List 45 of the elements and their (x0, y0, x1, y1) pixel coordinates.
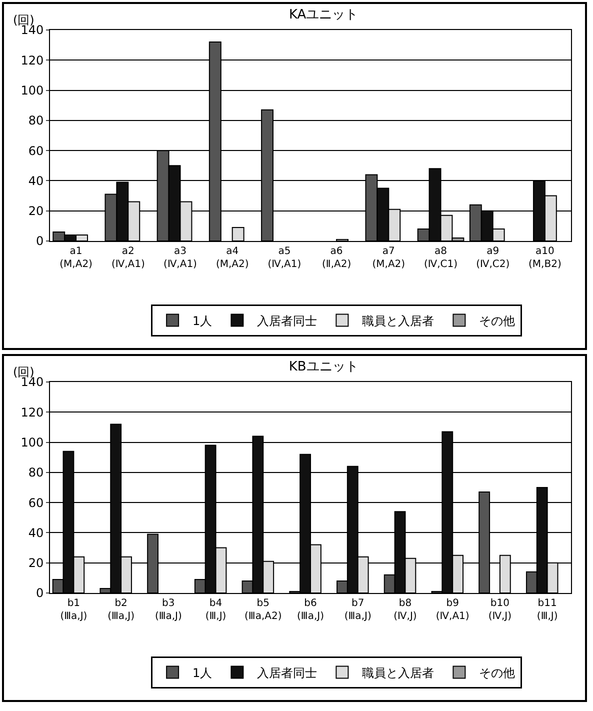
y-tick-label: 120 (20, 405, 44, 420)
x-tick-label: b3 (Ⅲa,J) (154, 598, 182, 622)
x-tick-label: b1 (Ⅲa,J) (60, 598, 88, 622)
y-tick-label: 40 (28, 526, 44, 540)
legend-label: 入居者同士 (257, 666, 318, 680)
y-tick-label: 60 (28, 144, 44, 158)
x-tick-label: a3 (Ⅳ,A1) (164, 246, 198, 270)
chart-title: KAユニット (288, 7, 358, 22)
x-tick-label: a1 (M,A2) (60, 246, 93, 270)
y-tick-label: 60 (28, 496, 44, 510)
x-tick-label: a4 (M,A2) (216, 246, 249, 270)
x-tick-label: b5 (Ⅲa,A2) (244, 598, 282, 622)
x-tick-label: a10 (M,B2) (528, 246, 562, 270)
x-tick-label: b9 (Ⅳ,A1) (436, 598, 470, 622)
x-tick-label: b2 (Ⅲa,J) (108, 598, 135, 622)
legend-label: 1人 (192, 314, 212, 328)
legend-label: 職員と入居者 (362, 314, 434, 328)
legend-label: 入居者同士 (257, 314, 318, 328)
x-tick-label: a5 (Ⅳ,A1) (268, 246, 302, 270)
y-tick-label: 0 (36, 586, 44, 600)
y-tick-label: 100 (20, 83, 44, 98)
y-tick-label: 20 (28, 204, 44, 218)
legend-label: 職員と入居者 (362, 666, 434, 680)
y-tick-label: 0 (36, 234, 44, 248)
x-tick-label: b10 (Ⅳ,J) (488, 598, 512, 622)
legend-label: 1人 (192, 666, 212, 680)
chart-title: KBユニット (288, 359, 358, 374)
y-tick-label: 120 (20, 53, 44, 68)
x-tick-label: a7 (M,A2) (372, 246, 406, 270)
y-tick-label: 20 (28, 556, 44, 570)
y-tick-label: 80 (28, 466, 44, 480)
legend-label: その他 (479, 666, 516, 680)
x-tick-label: b8 (Ⅳ,J) (394, 598, 417, 622)
y-tick-label: 40 (28, 174, 44, 188)
legend-label: その他 (479, 314, 516, 328)
x-tick-label: b7 (Ⅲa,J) (344, 598, 372, 622)
y-tick-label: 80 (28, 114, 44, 128)
x-tick-label: a8 (Ⅳ,C1) (424, 246, 458, 270)
x-tick-label: a6 (Ⅱ,A2) (322, 246, 352, 270)
x-tick-label: a2 (Ⅳ,A1) (111, 246, 145, 270)
x-tick-label: b4 (Ⅲ,J) (205, 598, 226, 622)
x-tick-label: b11 (Ⅲ,J) (536, 598, 558, 622)
x-tick-label: a9 (Ⅳ,C2) (476, 246, 510, 270)
y-tick-label: 100 (20, 435, 44, 450)
x-tick-label: b6 (Ⅲa,J) (297, 598, 324, 622)
